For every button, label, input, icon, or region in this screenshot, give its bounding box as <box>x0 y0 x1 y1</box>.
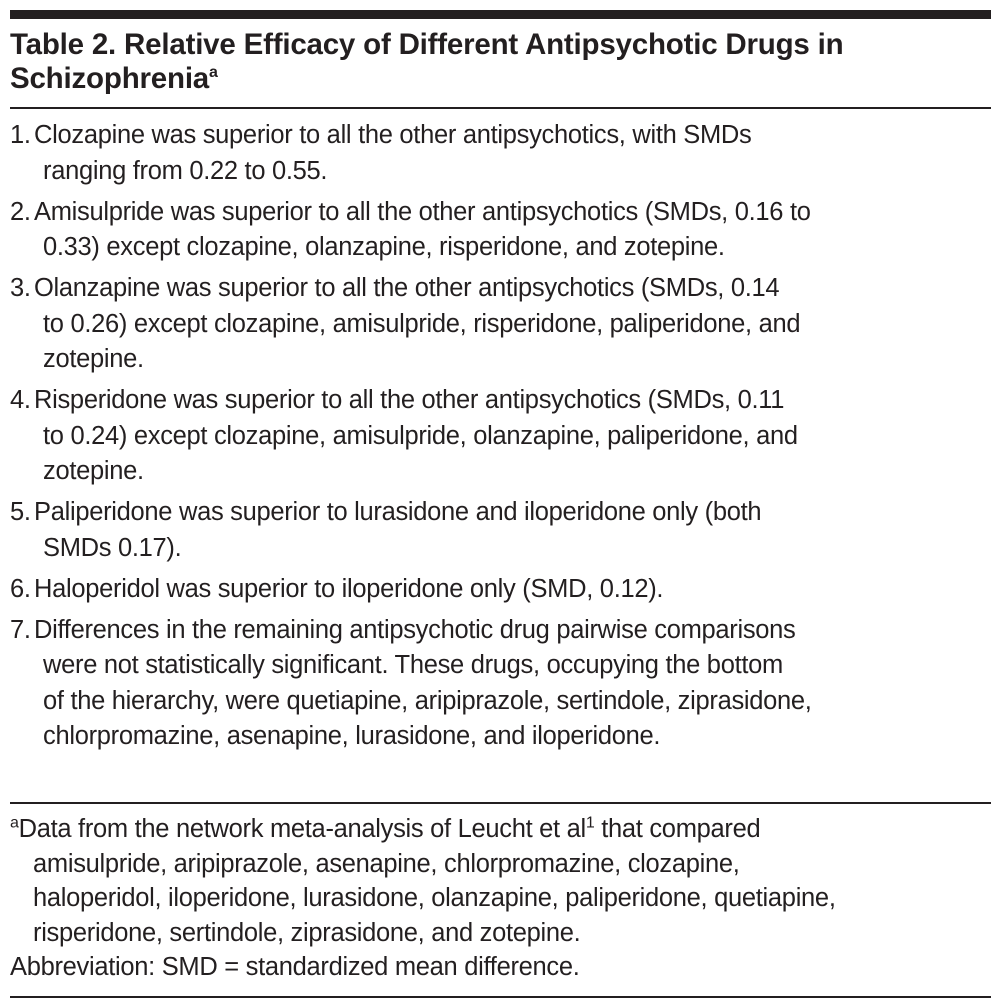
item-line: Paliperidone was superior to lurasidone … <box>34 498 762 526</box>
item-number: 4. <box>10 386 31 414</box>
item-line: were not statistically significant. Thes… <box>43 651 783 679</box>
title-line-2: Schizophreniaa <box>10 62 843 96</box>
title-text: Schizophrenia <box>10 62 210 95</box>
item-line: SMDs 0.17). <box>43 533 182 562</box>
list-item: 4. Risperidone was superior to all the ot… <box>10 383 991 490</box>
list-item: 3. Olanzapine was superior to all the oth… <box>10 271 991 378</box>
item-line: Risperidone was superior to all the othe… <box>34 386 785 414</box>
item-number: 1. <box>10 121 31 149</box>
table-title: Table 2. Relative Efficacy of Different … <box>10 28 844 96</box>
item-line: ranging from 0.22 to 0.55. <box>43 156 328 185</box>
item-line: to 0.26) except clozapine, amisulpride, … <box>43 309 801 338</box>
title-line-1: Table 2. Relative Efficacy of Different … <box>10 28 844 61</box>
item-number: 6. <box>10 574 31 603</box>
item-number: 3. <box>10 274 31 302</box>
list-item: 7. Differences in the remaining antipsych… <box>10 613 991 755</box>
item-line: Haloperidol was superior to iloperidone … <box>34 574 664 603</box>
footnote-a: aData from the network meta-analysis of … <box>10 812 991 950</box>
item-number: 2. <box>10 197 31 226</box>
footnote-marker: a <box>209 64 218 82</box>
item-line: zotepine. <box>43 345 144 373</box>
findings-list: 1. Clozapine was superior to all the othe… <box>10 118 991 760</box>
item-number: 7. <box>10 615 31 644</box>
item-line: chlorpromazine, asenapine, lurasidone, a… <box>43 722 661 750</box>
item-line: of the hierarchy, were quetiapine, aripi… <box>43 686 812 715</box>
footnote-text: that compared <box>594 815 761 843</box>
item-number: 5. <box>10 498 31 526</box>
title-rule <box>10 107 991 109</box>
item-line: Amisulpride was superior to all the othe… <box>34 197 811 226</box>
footnote-rule <box>10 802 991 804</box>
item-line: 0.33) except clozapine, olanzapine, risp… <box>43 233 725 261</box>
item-line: Differences in the remaining antipsychot… <box>34 615 796 644</box>
footnote-line: haloperidol, iloperidone, lurasidone, ol… <box>33 884 836 912</box>
item-line: to 0.24) except clozapine, amisulpride, … <box>43 421 798 450</box>
footnote-line: amisulpride, aripiprazole, asenapine, ch… <box>33 849 740 878</box>
list-item: 2. Amisulpride was superior to all the ot… <box>10 195 991 266</box>
list-item: 5. Paliperidone was superior to lurasidon… <box>10 495 991 566</box>
footnote-line: risperidone, sertindole, ziprasidone, an… <box>33 918 581 947</box>
list-item: 6. Haloperidol was superior to iloperidon… <box>10 572 991 608</box>
item-line: zotepine. <box>43 457 144 485</box>
item-line: Olanzapine was superior to all the other… <box>34 274 780 302</box>
footnotes: aData from the network meta-analysis of … <box>10 812 991 985</box>
abbreviation-note: Abbreviation: SMD = standardized mean di… <box>10 953 580 981</box>
list-item: 1. Clozapine was superior to all the othe… <box>10 118 991 189</box>
item-line: Clozapine was superior to all the other … <box>34 121 752 149</box>
footnote-text: Data from the network meta-analysis of L… <box>18 815 587 843</box>
bottom-rule <box>10 996 991 998</box>
top-rule <box>10 10 991 19</box>
reference-marker: 1 <box>585 814 595 832</box>
footnote-marker: a <box>10 814 19 832</box>
footnote-line: aData from the network meta-analysis of … <box>10 812 991 847</box>
